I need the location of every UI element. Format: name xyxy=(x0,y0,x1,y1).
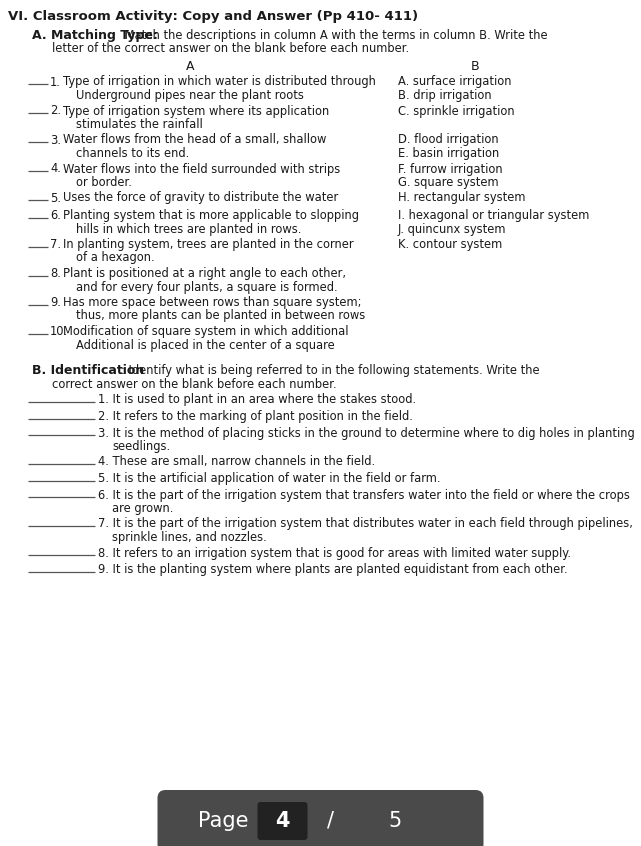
Text: In planting system, trees are planted in the corner: In planting system, trees are planted in… xyxy=(63,238,354,251)
Text: stimulates the rainfall: stimulates the rainfall xyxy=(76,118,203,131)
Text: K. contour system: K. contour system xyxy=(398,238,503,251)
Text: 3.: 3. xyxy=(50,134,61,146)
Text: channels to its end.: channels to its end. xyxy=(76,147,189,160)
Text: 1. It is used to plant in an area where the stakes stood.: 1. It is used to plant in an area where … xyxy=(98,393,416,406)
Text: B. Identification: B. Identification xyxy=(32,364,144,377)
FancyBboxPatch shape xyxy=(258,802,308,840)
Text: H. rectangular system: H. rectangular system xyxy=(398,191,526,205)
Text: G. square system: G. square system xyxy=(398,176,499,189)
Text: letter of the correct answer on the blank before each number.: letter of the correct answer on the blan… xyxy=(52,42,409,56)
Text: 8.: 8. xyxy=(50,267,61,280)
Text: Type of irrigation system where its application: Type of irrigation system where its appl… xyxy=(63,105,329,118)
Text: I. hexagonal or triangular system: I. hexagonal or triangular system xyxy=(398,209,589,222)
Text: A. surface irrigation: A. surface irrigation xyxy=(398,75,512,89)
Text: Water flows from the head of a small, shallow: Water flows from the head of a small, sh… xyxy=(63,134,326,146)
Text: Uses the force of gravity to distribute the water: Uses the force of gravity to distribute … xyxy=(63,191,338,205)
Text: VI. Classroom Activity: Copy and Answer (Pp 410- 411): VI. Classroom Activity: Copy and Answer … xyxy=(8,10,418,23)
Text: 3. It is the method of placing sticks in the ground to determine where to dig ho: 3. It is the method of placing sticks in… xyxy=(98,426,635,440)
Text: 1.: 1. xyxy=(50,75,61,89)
Text: Additional is placed in the center of a square: Additional is placed in the center of a … xyxy=(76,338,335,351)
Text: or border.: or border. xyxy=(76,176,132,189)
Text: D. flood irrigation: D. flood irrigation xyxy=(398,134,499,146)
Text: 4: 4 xyxy=(275,811,290,831)
Text: B: B xyxy=(470,61,479,74)
Text: : Identify what is being referred to in the following statements. Write the: : Identify what is being referred to in … xyxy=(121,364,540,377)
Text: seedlings.: seedlings. xyxy=(112,440,170,453)
Text: F. furrow irrigation: F. furrow irrigation xyxy=(398,162,503,175)
Text: 6.: 6. xyxy=(50,209,61,222)
Text: 9.: 9. xyxy=(50,296,61,309)
Text: correct answer on the blank before each number.: correct answer on the blank before each … xyxy=(52,377,337,391)
Text: and for every four plants, a square is formed.: and for every four plants, a square is f… xyxy=(76,281,338,294)
Text: Type of irrigation in which water is distributed through: Type of irrigation in which water is dis… xyxy=(63,75,376,89)
Text: sprinkle lines, and nozzles.: sprinkle lines, and nozzles. xyxy=(112,531,267,544)
FancyBboxPatch shape xyxy=(158,790,483,846)
Text: J. quincunx system: J. quincunx system xyxy=(398,222,506,235)
Text: Planting system that is more applicable to slopping: Planting system that is more applicable … xyxy=(63,209,359,222)
Text: Match the descriptions in column A with the terms in column B. Write the: Match the descriptions in column A with … xyxy=(121,29,548,42)
Text: 7. It is the part of the irrigation system that distributes water in each field : 7. It is the part of the irrigation syst… xyxy=(98,518,633,530)
Text: 5: 5 xyxy=(389,811,402,831)
Text: 2. It refers to the marking of plant position in the field.: 2. It refers to the marking of plant pos… xyxy=(98,410,413,423)
Text: 5.: 5. xyxy=(50,191,61,205)
Text: A: A xyxy=(186,61,194,74)
Text: 4. These are small, narrow channels in the field.: 4. These are small, narrow channels in t… xyxy=(98,455,375,469)
Text: 6. It is the part of the irrigation system that transfers water into the field o: 6. It is the part of the irrigation syst… xyxy=(98,488,630,502)
Text: 4.: 4. xyxy=(50,162,61,175)
Text: thus, more plants can be planted in between rows: thus, more plants can be planted in betw… xyxy=(76,310,365,322)
Text: C. sprinkle irrigation: C. sprinkle irrigation xyxy=(398,105,515,118)
Text: 5. It is the artificial application of water in the field or farm.: 5. It is the artificial application of w… xyxy=(98,472,440,485)
Text: A. Matching Type:: A. Matching Type: xyxy=(32,29,158,42)
Text: 2.: 2. xyxy=(50,105,61,118)
Text: Plant is positioned at a right angle to each other,: Plant is positioned at a right angle to … xyxy=(63,267,346,280)
Text: hills in which trees are planted in rows.: hills in which trees are planted in rows… xyxy=(76,222,301,235)
Text: 8. It refers to an irrigation system that is good for areas with limited water s: 8. It refers to an irrigation system tha… xyxy=(98,547,571,559)
Text: 7.: 7. xyxy=(50,238,61,251)
Text: Underground pipes near the plant roots: Underground pipes near the plant roots xyxy=(76,89,304,102)
Text: Page: Page xyxy=(198,811,249,831)
Text: E. basin irrigation: E. basin irrigation xyxy=(398,147,499,160)
Text: Water flows into the field surrounded with strips: Water flows into the field surrounded wi… xyxy=(63,162,340,175)
Text: Has more space between rows than square system;: Has more space between rows than square … xyxy=(63,296,362,309)
Text: B. drip irrigation: B. drip irrigation xyxy=(398,89,492,102)
Text: are grown.: are grown. xyxy=(112,502,173,515)
Text: Modification of square system in which additional: Modification of square system in which a… xyxy=(63,325,349,338)
Text: 9. It is the planting system where plants are planted equidistant from each othe: 9. It is the planting system where plant… xyxy=(98,563,568,576)
Text: /: / xyxy=(327,811,334,831)
Text: 10.: 10. xyxy=(50,325,68,338)
Text: of a hexagon.: of a hexagon. xyxy=(76,251,154,265)
